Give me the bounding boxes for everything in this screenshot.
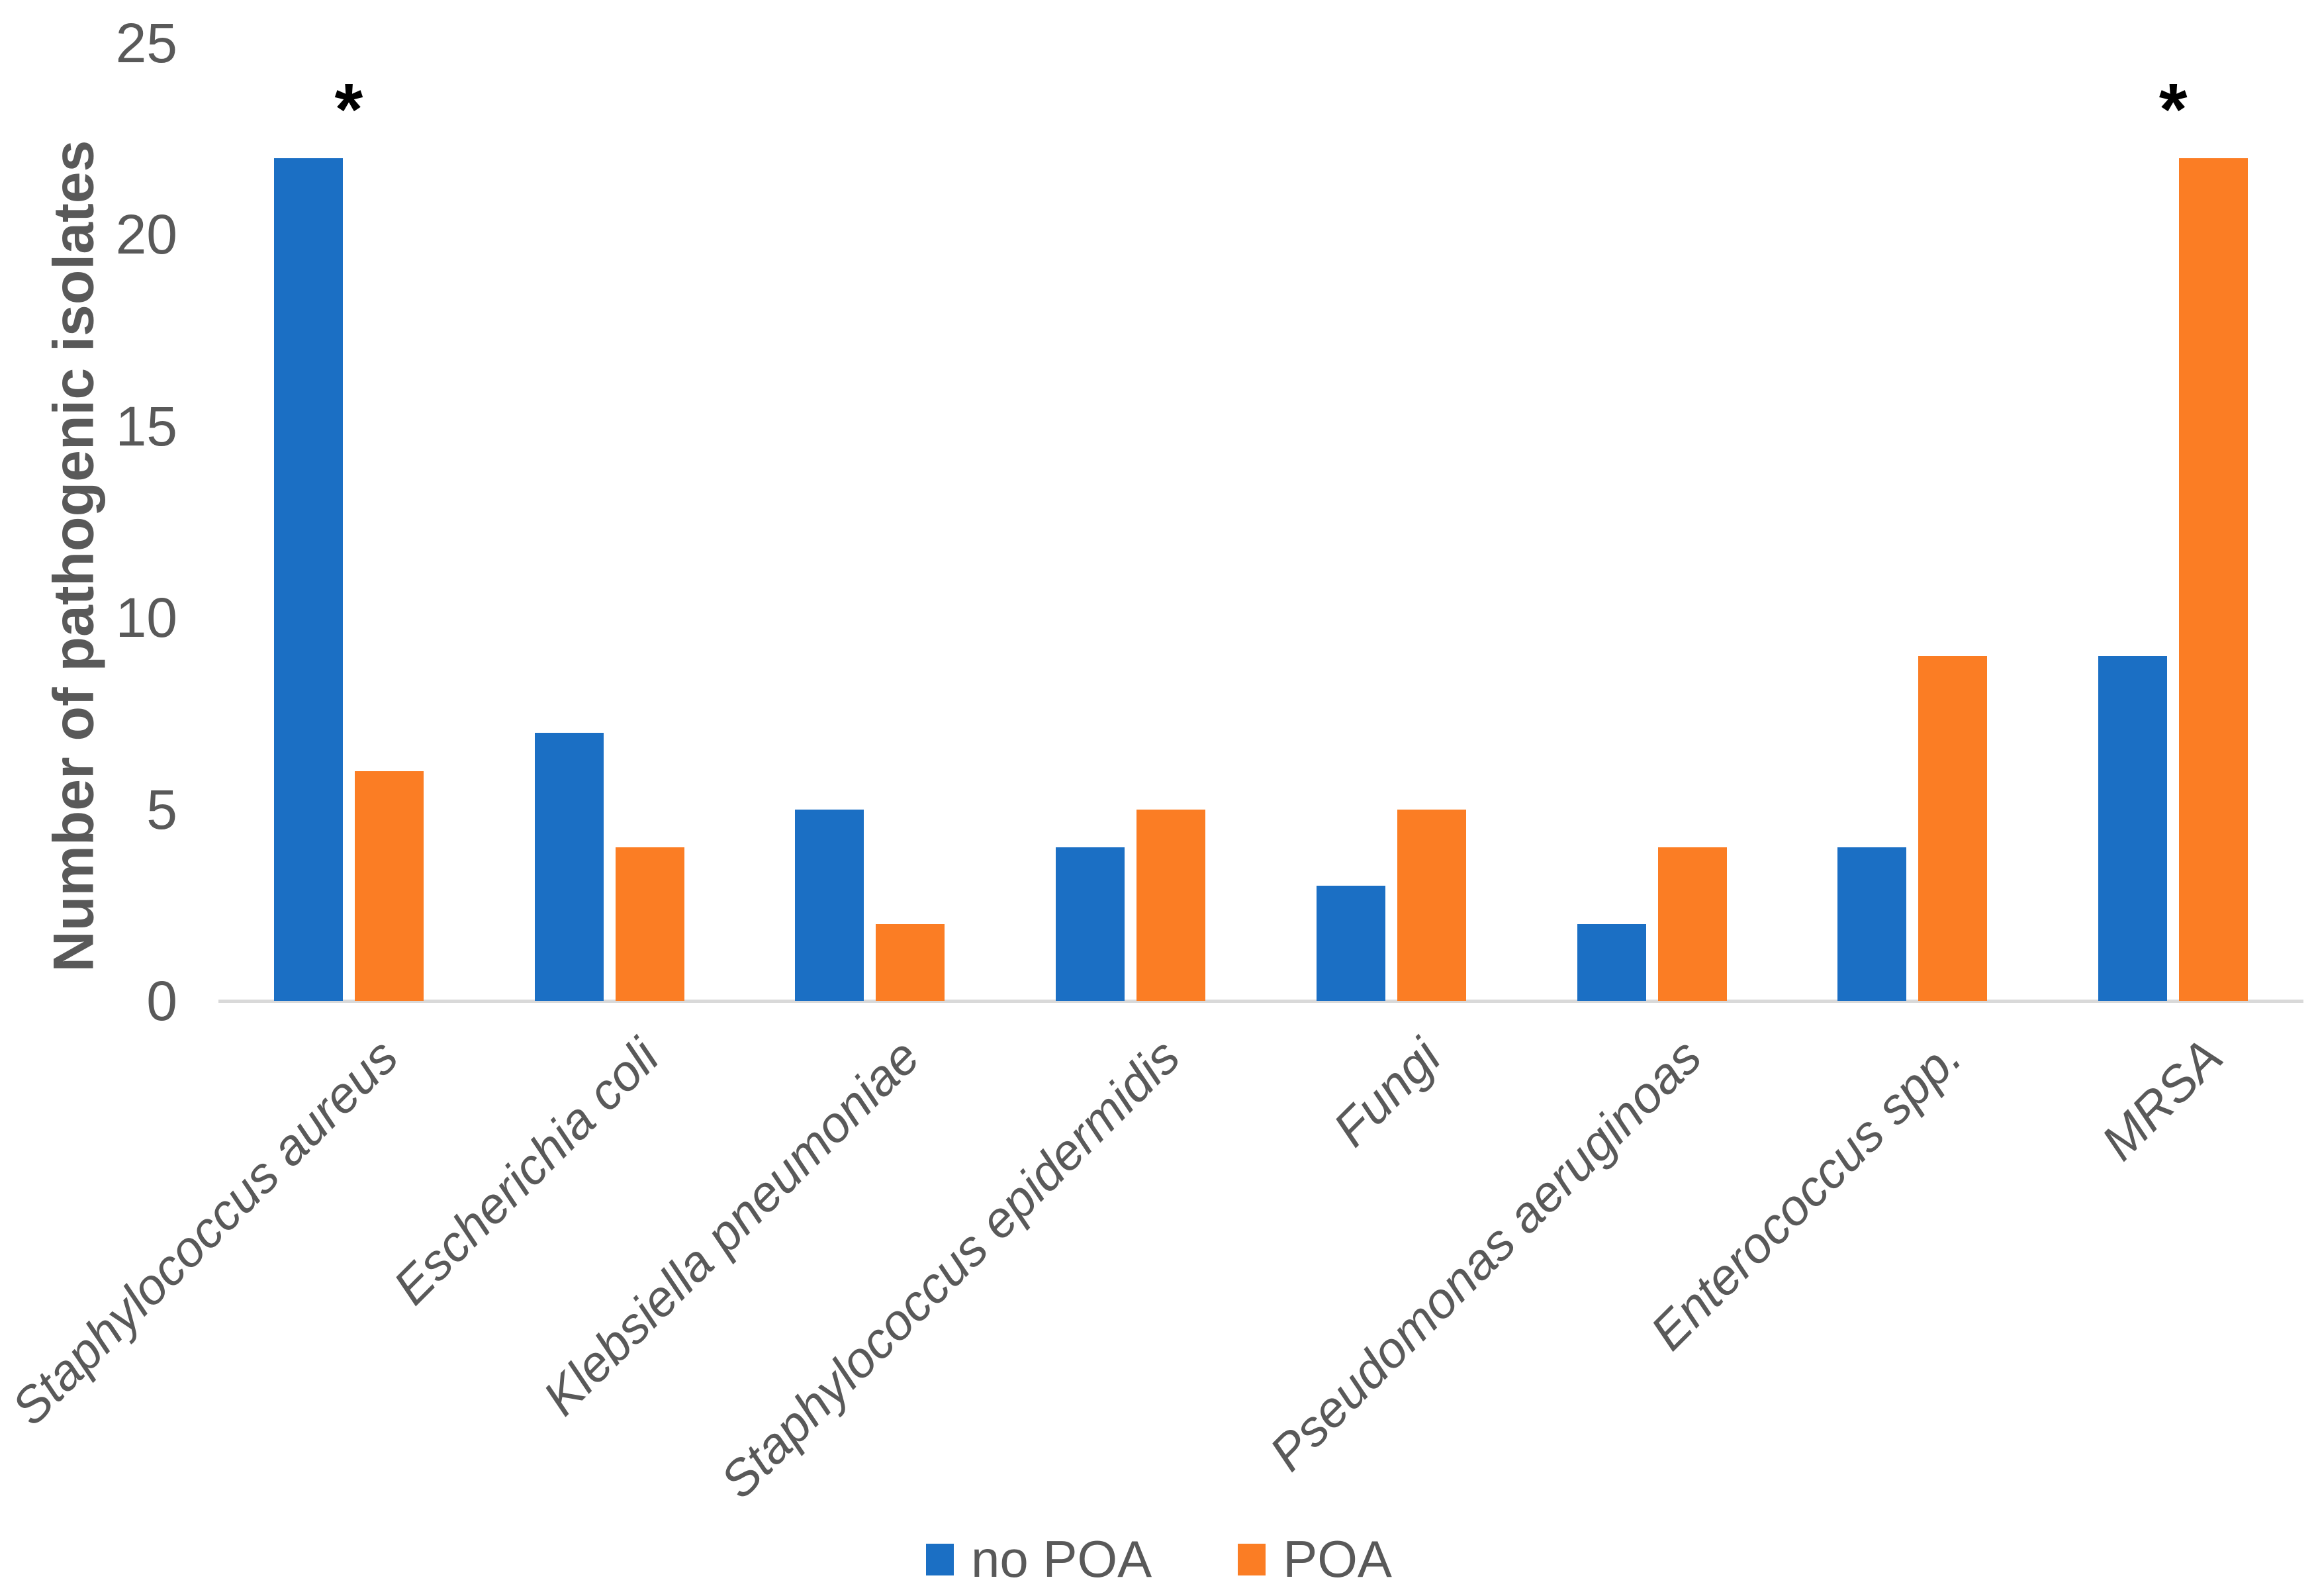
bar-poa	[876, 924, 945, 1001]
bar-poa	[1657, 847, 1727, 1001]
legend-swatch-no-poa	[926, 1543, 954, 1575]
legend: no POA POA	[0, 1529, 2318, 1589]
x-category-label: Escherichia coli	[382, 1028, 670, 1316]
legend-item-no-poa: no POA	[926, 1529, 1152, 1589]
legend-label-no-poa: no POA	[971, 1530, 1152, 1588]
bar-poa	[354, 771, 424, 1001]
y-tick-label: 25	[115, 12, 177, 74]
bar-no-poa	[1316, 886, 1385, 1001]
significance-asterisk: *	[334, 68, 363, 150]
y-tick-label: 0	[146, 970, 177, 1032]
legend-label-poa: POA	[1283, 1530, 1392, 1588]
bar-no-poa	[534, 732, 604, 1001]
bar-no-poa	[1837, 847, 1907, 1001]
y-tick-label: 15	[115, 395, 177, 457]
bar-poa	[1397, 809, 1466, 1001]
bar-poa	[1136, 809, 1206, 1001]
y-tick-label: 20	[115, 203, 177, 266]
legend-item-poa: POA	[1238, 1529, 1392, 1589]
bar-no-poa	[1056, 847, 1125, 1001]
x-category-label: Pseudomonas aeruginoas	[1258, 1028, 1712, 1482]
x-axis-line	[218, 1000, 2303, 1003]
bar-poa	[615, 847, 684, 1001]
x-category-label: Fungi	[1322, 1028, 1452, 1158]
bar-no-poa	[795, 809, 864, 1001]
x-category-label: Staphylococcus aureus	[1, 1028, 409, 1436]
bar-no-poa	[273, 158, 343, 1001]
bar-poa	[2179, 158, 2248, 1001]
x-category-label: Staphylococcus epidermidis	[710, 1028, 1191, 1509]
significance-asterisk: *	[2158, 68, 2188, 150]
legend-swatch-poa	[1238, 1543, 1266, 1575]
x-category-label: MRSA	[2090, 1028, 2233, 1172]
bar-no-poa	[2098, 656, 2168, 1001]
y-tick-label: 5	[146, 778, 177, 841]
bar-no-poa	[1577, 924, 1646, 1001]
bar-poa	[1918, 656, 1988, 1001]
y-tick-label: 10	[115, 587, 177, 649]
